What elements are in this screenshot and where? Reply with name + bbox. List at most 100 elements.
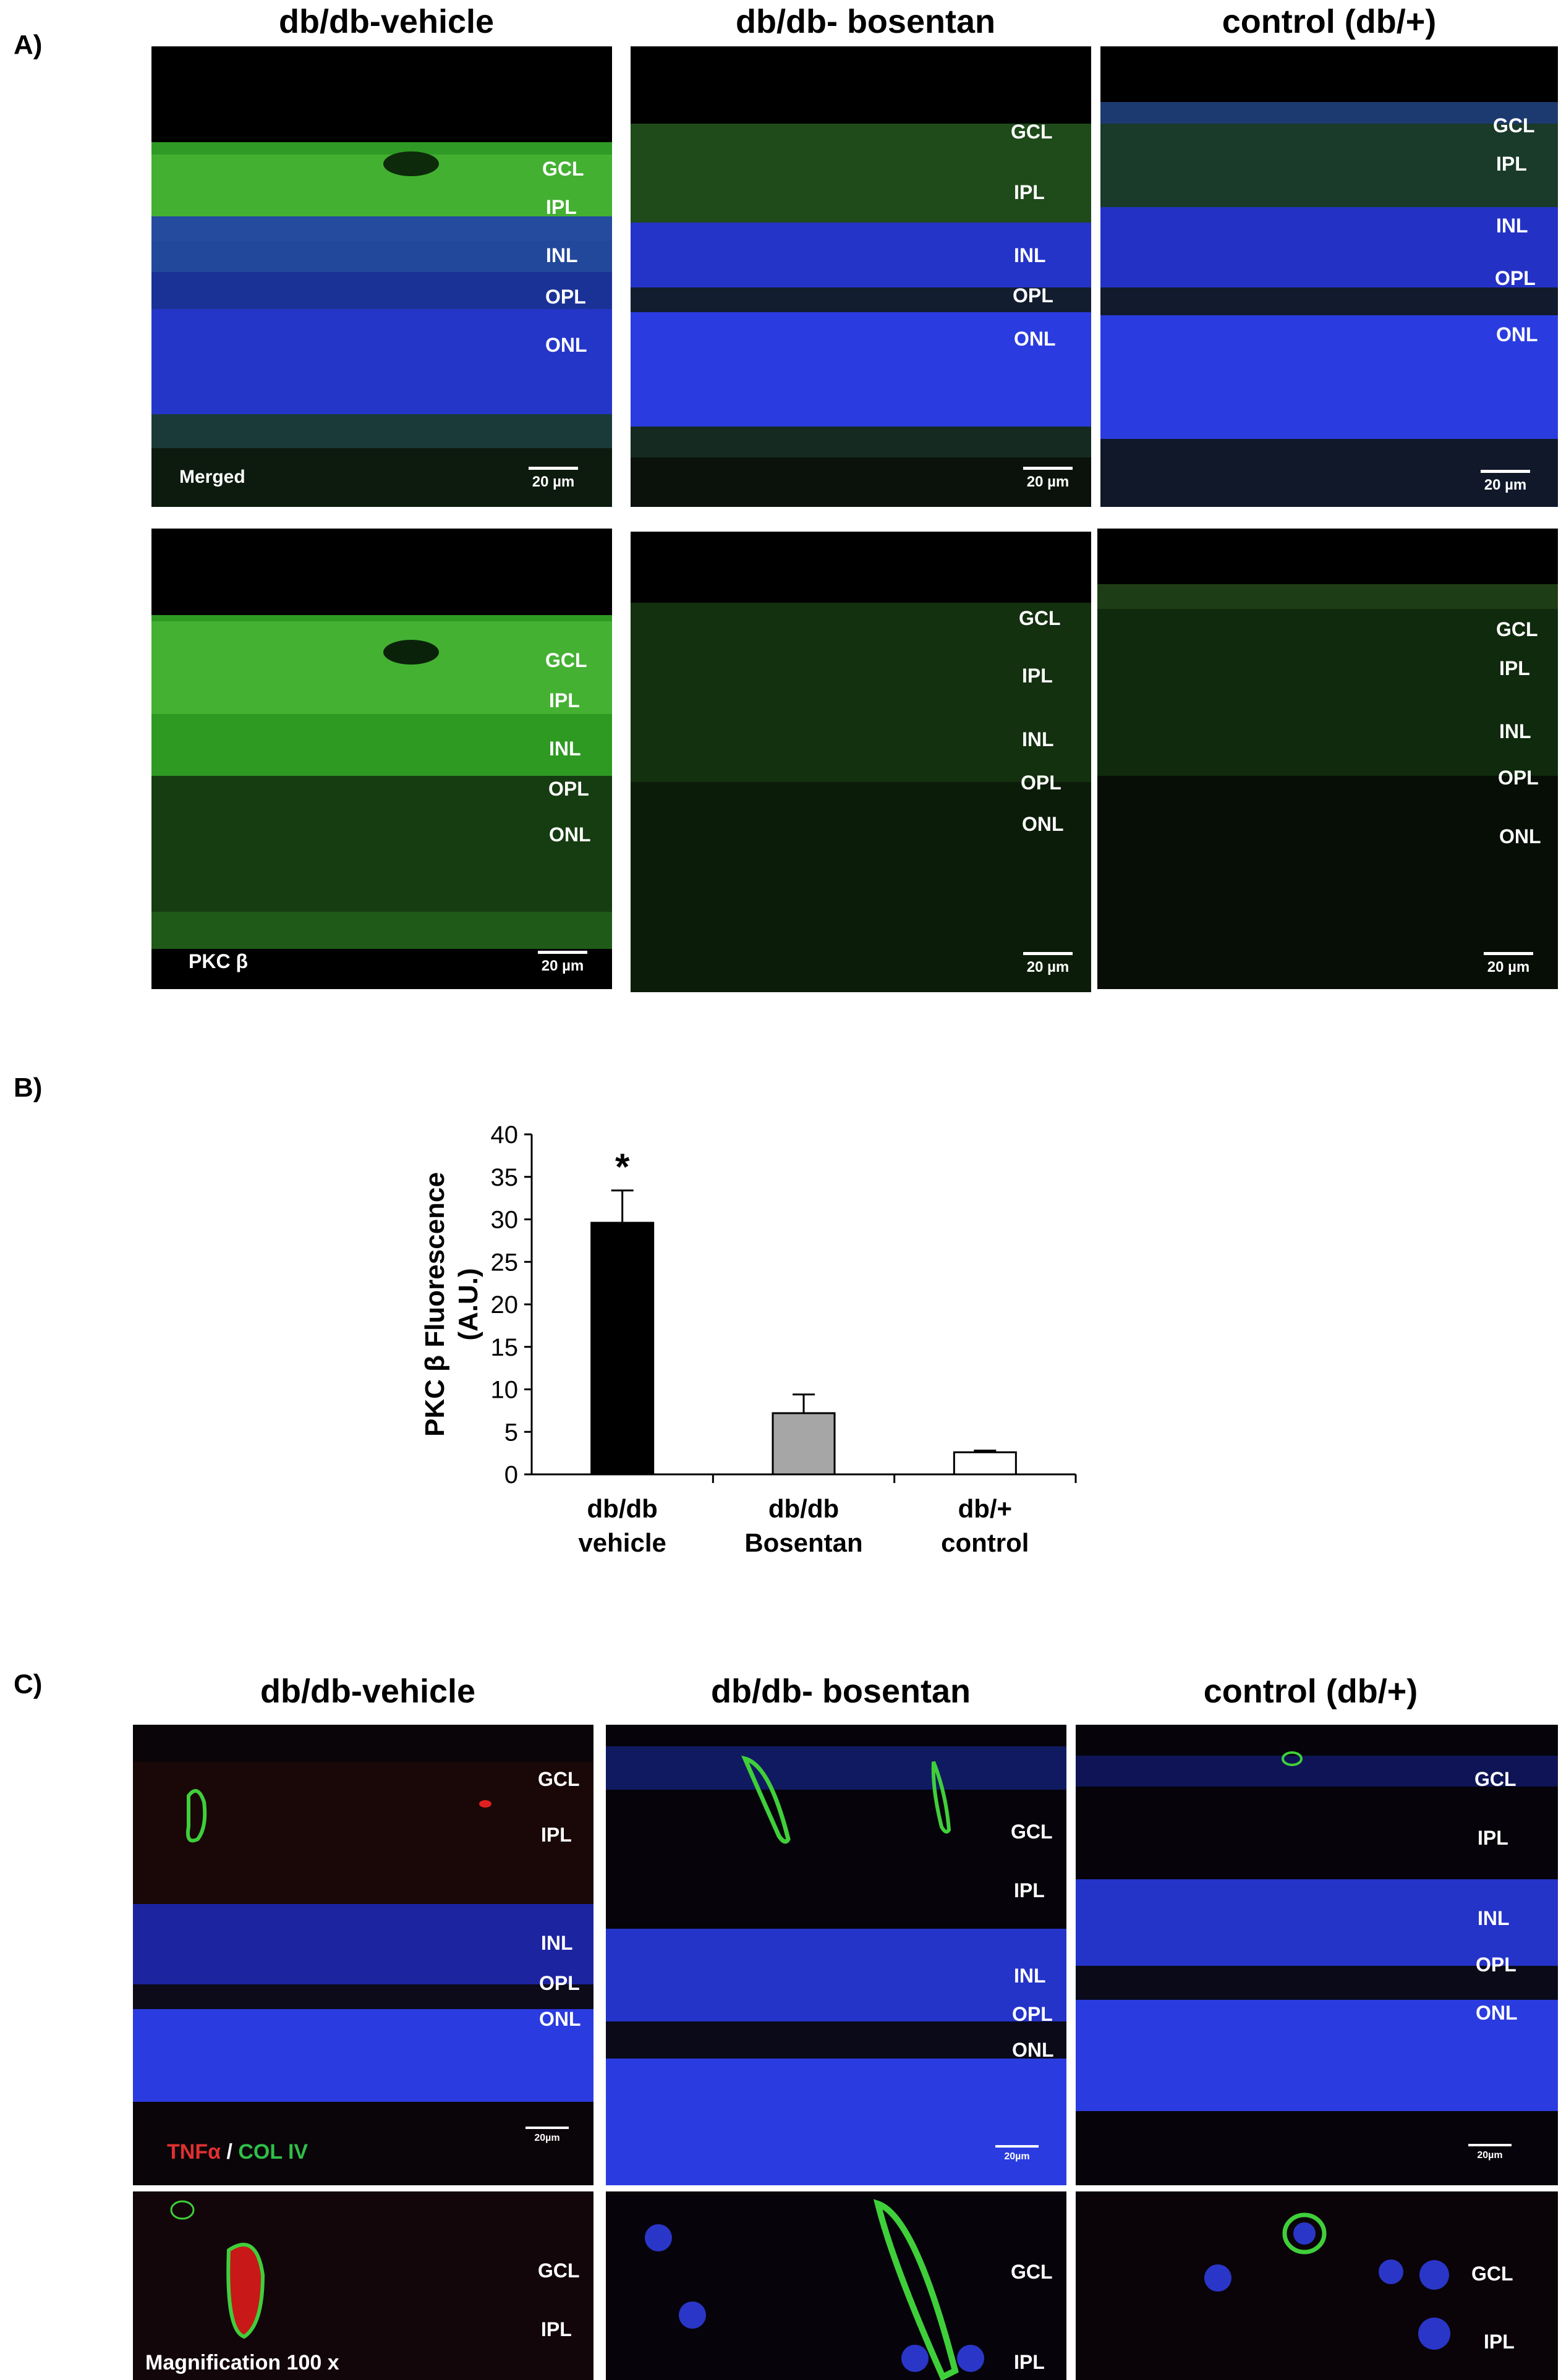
layer-label-opl: OPL bbox=[1012, 2003, 1053, 2025]
layer-label-gcl: GCL bbox=[538, 1768, 580, 1790]
bar bbox=[590, 1222, 655, 1476]
layer-label-onl: ONL bbox=[549, 823, 591, 846]
scale-bar: 20µm bbox=[1462, 2144, 1518, 2161]
panel-a-letter: A) bbox=[14, 30, 43, 60]
panel-c-col-title-vehicle: db/db-vehicle bbox=[260, 1673, 476, 1710]
micrograph-tnf-vehicle: GCL IPL INL OPL ONL TNFα / COL IV 20µm bbox=[133, 1725, 593, 2185]
layer-label-onl: ONL bbox=[1499, 825, 1541, 848]
layer-label-inl: INL bbox=[1478, 1907, 1510, 1929]
layer-label-ipl: IPL bbox=[1014, 1879, 1045, 1902]
scale-bar: 20 µm bbox=[1471, 470, 1539, 494]
layer-label-onl: ONL bbox=[545, 334, 587, 356]
layer-label-ipl: IPL bbox=[1014, 2351, 1045, 2373]
layer-label-onl: ONL bbox=[539, 2008, 581, 2030]
layer-label-ipl: IPL bbox=[549, 689, 580, 712]
layer-label-gcl: GCL bbox=[542, 158, 584, 180]
panel-c-letter: C) bbox=[14, 1669, 43, 1699]
layer-label-inl: INL bbox=[1499, 720, 1531, 742]
layer-label-opl: OPL bbox=[1498, 767, 1539, 789]
micrograph-pkc-bosentan: GCL IPL INL OPL ONL 20 µm bbox=[631, 532, 1091, 992]
bar bbox=[772, 1412, 836, 1476]
layer-label-gcl: GCL bbox=[1474, 1768, 1516, 1790]
merged-label: Merged bbox=[179, 467, 245, 487]
layer-label-opl: OPL bbox=[1013, 284, 1053, 307]
layer-label-inl: INL bbox=[546, 244, 578, 266]
micrograph-merged-control: GCL IPL INL OPL ONL 20 µm bbox=[1100, 46, 1558, 507]
x-category-label: control bbox=[941, 1528, 1029, 1557]
layer-label-onl: ONL bbox=[1012, 2039, 1054, 2061]
layer-label-opl: OPL bbox=[1495, 267, 1536, 289]
layer-label-ipl: IPL bbox=[541, 1824, 572, 1846]
layer-label-onl: ONL bbox=[1476, 2002, 1518, 2024]
layer-label-inl: INL bbox=[1496, 215, 1528, 237]
x-category-label: db/+ bbox=[958, 1494, 1013, 1523]
stain-red-label: TNFα bbox=[167, 2140, 221, 2164]
layer-label-onl: ONL bbox=[1496, 323, 1538, 346]
layer-label-inl: INL bbox=[1014, 1965, 1046, 1987]
stain-separator: / bbox=[221, 2140, 239, 2164]
micrograph-zoom-vehicle: GCL IPL Magnification 100 x bbox=[133, 2191, 593, 2380]
y-axis-label-line2: (A.U.) bbox=[453, 1268, 483, 1340]
layer-label-ipl: IPL bbox=[1484, 2331, 1515, 2353]
magnification-label: Magnification 100 x bbox=[145, 2351, 339, 2374]
micrograph-merged-vehicle: GCL IPL INL OPL ONL Merged 20 µm bbox=[151, 46, 612, 507]
x-category-label: db/db bbox=[587, 1494, 658, 1523]
layer-label-ipl: IPL bbox=[1022, 665, 1053, 687]
pkc-label: PKC β bbox=[189, 950, 248, 972]
panel-c-col-title-control: control (db/+) bbox=[1203, 1673, 1418, 1710]
scale-bar: 20 µm bbox=[519, 467, 587, 491]
layer-label-ipl: IPL bbox=[1496, 153, 1527, 175]
y-tick-label: 10 bbox=[491, 1377, 519, 1404]
bar bbox=[953, 1451, 1017, 1476]
y-tick-label: 25 bbox=[491, 1249, 519, 1276]
micrograph-tnf-control: GCL IPL INL OPL ONL 20µm bbox=[1076, 1725, 1558, 2185]
y-tick-label: 30 bbox=[491, 1207, 519, 1234]
y-tick-label: 20 bbox=[491, 1291, 519, 1319]
scale-bar: 20 µm bbox=[1014, 952, 1082, 976]
micrograph-zoom-control: GCL IPL bbox=[1076, 2191, 1558, 2380]
layer-label-inl: INL bbox=[1014, 244, 1046, 266]
layer-label-gcl: GCL bbox=[1493, 114, 1535, 137]
x-category-label: db/db bbox=[768, 1494, 839, 1523]
y-tick-label: 35 bbox=[491, 1164, 519, 1191]
layer-label-opl: OPL bbox=[1021, 771, 1061, 794]
layer-label-gcl: GCL bbox=[1019, 607, 1061, 629]
layer-label-onl: ONL bbox=[1022, 813, 1064, 835]
layer-label-gcl: GCL bbox=[1011, 1821, 1053, 1843]
micrograph-zoom-bosentan: GCL IPL bbox=[606, 2191, 1066, 2380]
scale-bar: 20 µm bbox=[529, 951, 597, 975]
layer-label-ipl: IPL bbox=[1014, 181, 1045, 203]
micrograph-pkc-vehicle: GCL IPL INL OPL ONL PKC β 20 µm bbox=[151, 529, 612, 989]
layer-label-opl: OPL bbox=[1476, 1953, 1516, 1976]
layer-label-gcl: GCL bbox=[1011, 2261, 1053, 2283]
scale-bar: 20µm bbox=[989, 2145, 1045, 2162]
x-category-label: Bosentan bbox=[744, 1528, 862, 1557]
scale-bar: 20µm bbox=[519, 2127, 575, 2144]
panel-b-letter: B) bbox=[14, 1073, 43, 1103]
panel-a-col-title-vehicle: db/db-vehicle bbox=[278, 3, 495, 40]
layer-label-ipl: IPL bbox=[1478, 1827, 1508, 1849]
micrograph-merged-bosentan: GCL IPL INL OPL ONL 20 µm bbox=[631, 46, 1091, 507]
layer-label-gcl: GCL bbox=[1471, 2263, 1513, 2285]
layer-label-ipl: IPL bbox=[1499, 657, 1530, 679]
stain-legend: TNFα / COL IV bbox=[167, 2140, 308, 2164]
y-axis-label-line1: PKC β Fluorescence bbox=[420, 1172, 450, 1437]
stain-green-label: COL IV bbox=[238, 2140, 308, 2164]
layer-label-gcl: GCL bbox=[545, 649, 587, 671]
y-tick-label: 0 bbox=[504, 1461, 518, 1489]
layer-label-inl: INL bbox=[1022, 728, 1054, 750]
layer-label-gcl: GCL bbox=[538, 2259, 580, 2282]
layer-label-ipl: IPL bbox=[546, 196, 577, 218]
layer-label-onl: ONL bbox=[1014, 328, 1056, 350]
micrograph-pkc-control: GCL IPL INL OPL ONL 20 µm bbox=[1097, 529, 1558, 989]
panel-a-col-title-control: control (db/+) bbox=[1222, 3, 1437, 40]
y-tick-label: 5 bbox=[504, 1419, 518, 1446]
micrograph-tnf-bosentan: GCL IPL INL OPL ONL 20µm bbox=[606, 1725, 1066, 2185]
scale-bar: 20 µm bbox=[1014, 467, 1082, 491]
significance-marker: * bbox=[615, 1146, 630, 1188]
layer-label-inl: INL bbox=[549, 737, 581, 760]
layer-label-ipl: IPL bbox=[541, 2318, 572, 2340]
layer-label-gcl: GCL bbox=[1011, 121, 1053, 143]
y-tick-label: 40 bbox=[491, 1121, 519, 1149]
scale-bar: 20 µm bbox=[1474, 952, 1542, 976]
